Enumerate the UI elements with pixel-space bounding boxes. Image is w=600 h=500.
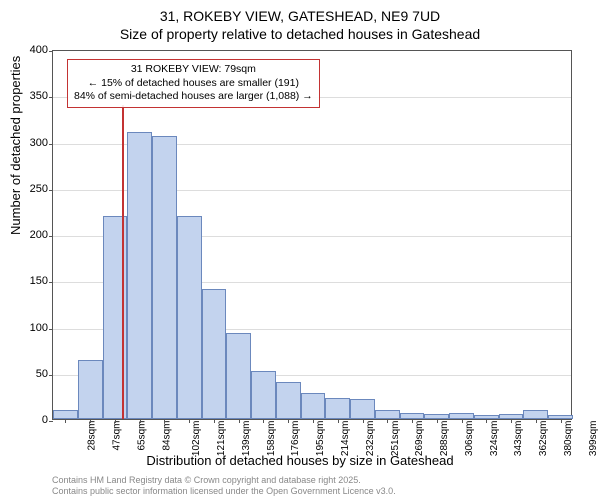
xtick-mark — [288, 419, 289, 423]
chart-title: 31, ROKEBY VIEW, GATESHEAD, NE9 7UD — [0, 0, 600, 24]
xtick-label: 288sqm — [439, 421, 450, 457]
xtick-label: 269sqm — [414, 421, 425, 457]
ytick-mark — [49, 190, 53, 191]
xtick-label: 324sqm — [489, 421, 500, 457]
xtick-label: 84sqm — [161, 421, 172, 451]
xtick-label: 102sqm — [192, 421, 203, 457]
xtick-label: 380sqm — [563, 421, 574, 457]
xtick-label: 28sqm — [87, 421, 98, 451]
xtick-label: 362sqm — [538, 421, 549, 457]
ytick-label: 400 — [8, 44, 48, 56]
histogram-bar — [226, 333, 251, 419]
ytick-mark — [49, 236, 53, 237]
xtick-mark — [338, 419, 339, 423]
x-axis-label: Distribution of detached houses by size … — [0, 453, 600, 468]
xtick-mark — [115, 419, 116, 423]
xtick-label: 65sqm — [136, 421, 147, 451]
ytick-label: 0 — [8, 414, 48, 426]
xtick-label: 251sqm — [390, 421, 401, 457]
footer-line2: Contains public sector information licen… — [52, 486, 396, 497]
histogram-bar — [53, 410, 78, 419]
xtick-mark — [536, 419, 537, 423]
xtick-label: 176sqm — [291, 421, 302, 457]
xtick-mark — [486, 419, 487, 423]
ytick-mark — [49, 375, 53, 376]
xtick-label: 158sqm — [266, 421, 277, 457]
callout-line1: 31 ROKEBY VIEW: 79sqm — [74, 63, 313, 77]
callout-box: 31 ROKEBY VIEW: 79sqm← 15% of detached h… — [67, 59, 320, 108]
ytick-mark — [49, 421, 53, 422]
histogram-bar — [301, 393, 326, 419]
histogram-bar — [251, 371, 276, 419]
xtick-mark — [387, 419, 388, 423]
histogram-bar — [375, 410, 400, 419]
ytick-mark — [49, 51, 53, 52]
xtick-mark — [437, 419, 438, 423]
xtick-mark — [561, 419, 562, 423]
ytick-label: 100 — [8, 322, 48, 334]
property-marker-line — [122, 105, 124, 419]
ytick-mark — [49, 282, 53, 283]
ytick-mark — [49, 329, 53, 330]
histogram-bar — [202, 289, 227, 419]
xtick-label: 214sqm — [340, 421, 351, 457]
ytick-label: 200 — [8, 229, 48, 241]
histogram-bar — [523, 410, 548, 419]
histogram-bar — [350, 399, 375, 419]
xtick-label: 399sqm — [588, 421, 599, 457]
xtick-mark — [140, 419, 141, 423]
xtick-mark — [164, 419, 165, 423]
histogram-bar — [177, 216, 202, 420]
chart-subtitle: Size of property relative to detached ho… — [0, 24, 600, 42]
ytick-mark — [49, 144, 53, 145]
xtick-mark — [65, 419, 66, 423]
footer-attribution: Contains HM Land Registry data © Crown c… — [52, 475, 396, 497]
chart-plot-area: 28sqm47sqm65sqm84sqm102sqm121sqm139sqm15… — [52, 50, 572, 420]
callout-line2: ← 15% of detached houses are smaller (19… — [74, 77, 313, 91]
xtick-mark — [239, 419, 240, 423]
xtick-label: 121sqm — [216, 421, 227, 457]
ytick-label: 50 — [8, 368, 48, 380]
xtick-label: 139sqm — [241, 421, 252, 457]
xtick-mark — [263, 419, 264, 423]
xtick-label: 195sqm — [315, 421, 326, 457]
ytick-label: 300 — [8, 137, 48, 149]
xtick-mark — [189, 419, 190, 423]
ytick-label: 350 — [8, 90, 48, 102]
ytick-mark — [49, 97, 53, 98]
xtick-mark — [511, 419, 512, 423]
histogram-bar — [78, 360, 103, 419]
callout-line3: 84% of semi-detached houses are larger (… — [74, 90, 313, 104]
xtick-label: 47sqm — [112, 421, 123, 451]
xtick-mark — [90, 419, 91, 423]
ytick-label: 150 — [8, 275, 48, 287]
xtick-label: 232sqm — [365, 421, 376, 457]
xtick-mark — [313, 419, 314, 423]
xtick-mark — [214, 419, 215, 423]
xtick-label: 306sqm — [464, 421, 475, 457]
xtick-mark — [412, 419, 413, 423]
histogram-bar — [276, 382, 301, 419]
xtick-mark — [462, 419, 463, 423]
histogram-bar — [127, 132, 152, 419]
xtick-label: 343sqm — [513, 421, 524, 457]
footer-line1: Contains HM Land Registry data © Crown c… — [52, 475, 396, 486]
xtick-mark — [363, 419, 364, 423]
ytick-label: 250 — [8, 183, 48, 195]
histogram-bar — [152, 136, 177, 419]
histogram-bar — [325, 398, 350, 419]
